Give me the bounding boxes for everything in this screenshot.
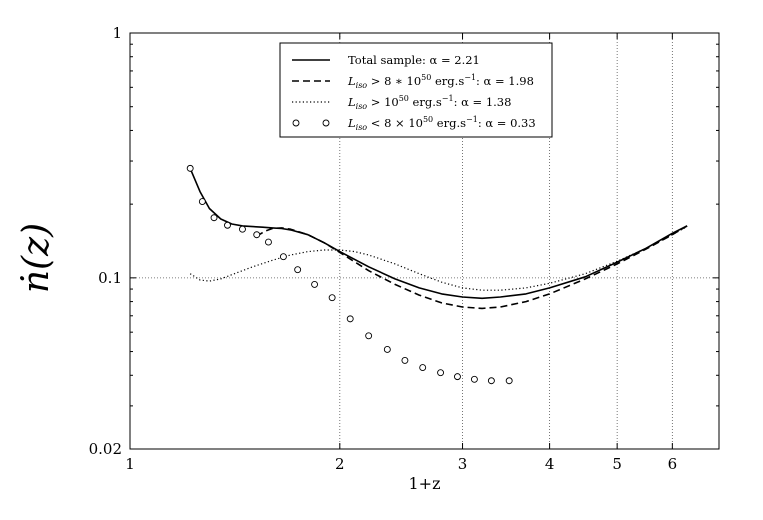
legend-text-part: L [347, 74, 356, 88]
legend-text-part: L [347, 116, 356, 130]
y-tick-label: 0.1 [98, 269, 122, 287]
data-point [198, 198, 206, 205]
x-tick-label: 4 [545, 455, 555, 473]
series-layer [186, 164, 688, 385]
data-point [311, 280, 319, 288]
series-1-dashed-line [256, 225, 688, 310]
data-point [265, 238, 272, 246]
x-tick-label: 2 [335, 455, 345, 473]
data-point [453, 373, 461, 381]
data-point [470, 375, 478, 383]
data-point [487, 377, 495, 385]
x-tick-label: 1 [125, 455, 135, 473]
legend-text-part: erg.s [431, 74, 464, 88]
data-point [186, 164, 194, 172]
legend-text-part: : α = 1.98 [476, 74, 534, 88]
legend-text-part: > 10 [367, 95, 399, 109]
data-point [279, 253, 287, 261]
series-3-circles [186, 164, 513, 385]
data-point [383, 346, 391, 353]
data-point [210, 214, 218, 222]
legend-text-part: : α = 1.38 [454, 95, 512, 109]
legend-text-part: Total sample: α = 2.21 [348, 53, 480, 67]
legend-text-part: iso [356, 123, 368, 132]
legend-text-part: : α = 0.33 [478, 116, 536, 130]
legend-text-part: −1 [466, 115, 478, 124]
data-point [437, 369, 445, 377]
legend-text-part: iso [356, 81, 368, 90]
data-point [224, 221, 231, 229]
data-point [419, 364, 427, 372]
x-axis-label: 1+z [408, 474, 440, 493]
x-tick-label: 5 [612, 455, 622, 473]
data-point [346, 315, 354, 323]
data-point [401, 356, 409, 364]
legend-text-part: 50 [399, 94, 409, 103]
series-2-dotted-line [189, 226, 688, 291]
y-axis-label: ṅ(z) [16, 223, 57, 293]
legend-text-part: 50 [421, 73, 431, 82]
legend-text-part: < 8 × 10 [367, 116, 423, 130]
axis-ticks: 1 2 3 4 5 6 0.02 0.1 1 [89, 24, 719, 473]
data-point [294, 266, 302, 274]
plot-frame [129, 32, 720, 450]
legend-text-part: erg.s [409, 95, 442, 109]
y-tick-label: 0.02 [89, 440, 122, 458]
legend-text-part: > 8 ∗ 10 [367, 74, 421, 88]
legend-marker [322, 119, 330, 127]
series-0-solid-line [189, 168, 688, 300]
legend-label: Liso > 8 ∗ 1050 erg.s−1: α = 1.98 [347, 73, 534, 90]
legend-text-part: L [347, 95, 356, 109]
data-point [328, 294, 336, 302]
legend-label: Liso < 8 × 1050 erg.s−1: α = 0.33 [347, 115, 536, 132]
legend-label: Liso > 1050 erg.s−1: α = 1.38 [347, 94, 511, 111]
legend-marker [292, 119, 300, 127]
legend-label: Total sample: α = 2.21 [348, 53, 480, 67]
x-tick-label: 6 [668, 455, 678, 473]
data-point [505, 377, 513, 385]
legend-text-part: −1 [464, 73, 476, 82]
data-point [253, 231, 261, 239]
y-tick-label: 1 [112, 24, 122, 42]
legend-text-part: 50 [423, 115, 433, 124]
legend-text-part: −1 [442, 94, 454, 103]
legend-text-part: erg.s [433, 116, 466, 130]
legend-text-part: iso [356, 102, 368, 111]
data-point [239, 225, 246, 233]
data-point [365, 332, 373, 340]
x-tick-label: 3 [458, 455, 468, 473]
